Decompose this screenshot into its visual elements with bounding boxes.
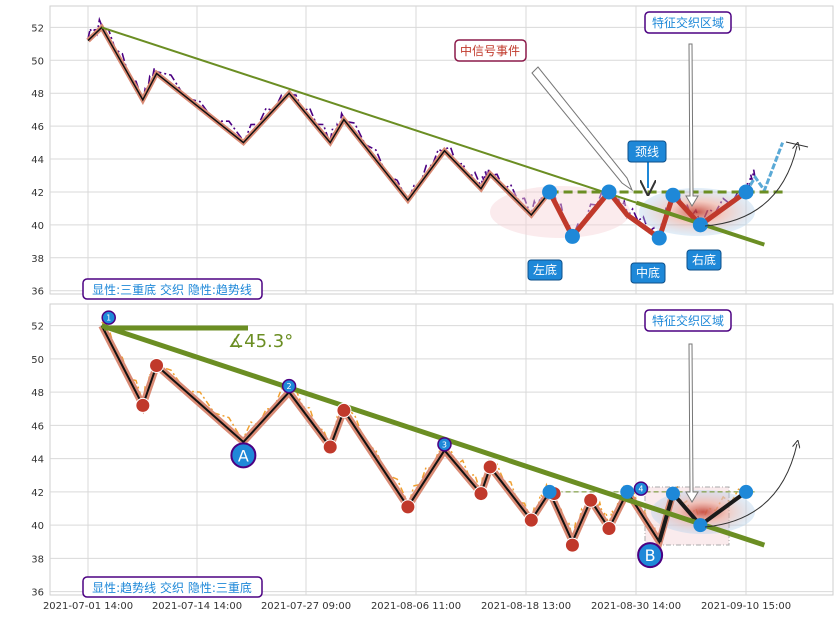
bottom-pivot-dots: 1 2 3 4 A B bbox=[101, 310, 754, 569]
big-marker-A bbox=[230, 442, 257, 469]
neck-label: 颈线 bbox=[635, 145, 659, 159]
bottom-note-dot bbox=[322, 439, 338, 455]
bottom-pivot-dot bbox=[542, 484, 557, 499]
angle-label: ∡45.3° bbox=[228, 331, 293, 352]
top-y-tick: 52 bbox=[31, 23, 44, 34]
signal-arrow bbox=[531, 66, 634, 192]
top-y-tick: 44 bbox=[31, 155, 44, 166]
bottom-note-dot bbox=[473, 486, 489, 502]
x-tick: 2021-07-01 14:00 bbox=[43, 601, 133, 612]
bottom-y-tick: 46 bbox=[31, 421, 44, 432]
bottom-pivot-dot bbox=[665, 486, 680, 501]
bottom-triple-bottom-line bbox=[657, 489, 748, 543]
number-marker-3 bbox=[437, 437, 452, 452]
mid-bottom-label-box bbox=[630, 262, 666, 284]
bottom-pivot-dot bbox=[739, 484, 754, 499]
bottom-zone-arrow bbox=[685, 343, 699, 503]
top-y-tick: 38 bbox=[31, 254, 44, 265]
bottom-note-dot bbox=[523, 512, 539, 528]
bottom-y-tick: 40 bbox=[31, 521, 44, 532]
bottom-caption: 显性:趋势线 交织 隐性:三重底 bbox=[92, 580, 252, 595]
top-pivot-dot bbox=[651, 230, 667, 246]
signal-label-box bbox=[454, 39, 527, 62]
x-tick: 2021-08-18 13:00 bbox=[481, 601, 571, 612]
bottom-trend-line bbox=[100, 323, 766, 548]
bottom-projection-arrow bbox=[704, 444, 797, 528]
x-tick: 2021-08-06 11:00 bbox=[371, 601, 461, 612]
top-tail-line bbox=[744, 142, 785, 194]
top-y-tick-labels: 36 38 40 42 44 46 48 50 52 bbox=[31, 23, 44, 297]
bottom-note-dot bbox=[135, 397, 151, 413]
bottom-y-tick: 48 bbox=[31, 388, 44, 399]
number-marker-4 bbox=[633, 481, 649, 496]
left-bottom-label-box bbox=[527, 259, 563, 281]
right-bottom-label: 右底 bbox=[692, 252, 716, 267]
bottom-y-tick: 52 bbox=[31, 322, 44, 333]
top-caption: 显性:三重底 交织 隐性:趋势线 bbox=[92, 282, 252, 297]
x-tick-labels: 2021-07-01 14:00 2021-07-14 14:00 2021-07-… bbox=[43, 601, 791, 612]
top-trend-line bbox=[101, 26, 637, 204]
bottom-caption-box bbox=[82, 576, 263, 598]
top-y-tick: 50 bbox=[31, 56, 44, 67]
neck-label-box bbox=[627, 140, 667, 163]
number-marker-1 bbox=[101, 310, 116, 325]
big-label-B: B bbox=[645, 546, 656, 565]
top-caption-box bbox=[82, 278, 263, 300]
x-tick: 2021-08-30 14:00 bbox=[591, 601, 681, 612]
top-projection-cap bbox=[785, 141, 809, 148]
x-tick: 2021-09-10 15:00 bbox=[701, 601, 791, 612]
bottom-y-tick: 36 bbox=[31, 588, 44, 599]
bottom-zone-label: 特征交织区域 bbox=[652, 313, 724, 328]
top-pivot-dots bbox=[542, 184, 754, 246]
bottom-y-tick: 42 bbox=[31, 488, 44, 499]
bottom-note-dot bbox=[564, 537, 580, 553]
number-label-4: 4 bbox=[638, 485, 643, 494]
top-pivot-dot bbox=[692, 217, 708, 233]
left-bottom-label: 左底 bbox=[533, 262, 557, 277]
bottom-note-dot bbox=[583, 492, 599, 508]
top-y-tick: 46 bbox=[31, 122, 44, 133]
top-zone-label-box bbox=[644, 11, 732, 34]
top-pivot-dot bbox=[564, 228, 580, 244]
bottom-pivot-dot bbox=[693, 518, 708, 533]
top-pivot-dot bbox=[665, 187, 681, 203]
top-pivot-dot bbox=[738, 184, 754, 200]
top-y-tick: 40 bbox=[31, 221, 44, 232]
signal-label: 中信号事件 bbox=[460, 43, 520, 58]
zone-arrow bbox=[685, 43, 699, 207]
bottom-note-dot bbox=[482, 459, 498, 475]
x-tick: 2021-07-27 09:00 bbox=[261, 601, 351, 612]
number-marker-2 bbox=[281, 378, 297, 394]
number-label-1: 1 bbox=[106, 314, 111, 323]
bottom-y-tick: 50 bbox=[31, 355, 44, 366]
number-label-2: 2 bbox=[287, 382, 292, 391]
right-bottom-label-box bbox=[686, 249, 722, 271]
bottom-note-dot bbox=[601, 520, 617, 536]
bottom-y-tick-labels: 36 38 40 42 44 46 48 50 52 bbox=[31, 322, 44, 599]
mid-bottom-label: 中底 bbox=[636, 265, 660, 280]
top-panel: 36 38 40 42 44 46 48 50 52 中信号事件 特征交织区域 颈线 左底 中底 bbox=[31, 5, 834, 300]
bottom-y-tick: 44 bbox=[31, 455, 44, 466]
x-tick: 2021-07-14 14:00 bbox=[152, 601, 242, 612]
number-label-3: 3 bbox=[442, 440, 447, 449]
bottom-note-dot bbox=[400, 499, 416, 515]
top-y-tick: 48 bbox=[31, 89, 44, 100]
bottom-note-dot bbox=[336, 402, 352, 418]
bottom-pivot-dot bbox=[620, 484, 635, 499]
top-pivot-dot bbox=[542, 184, 558, 200]
top-y-tick: 42 bbox=[31, 188, 44, 199]
top-zone-label: 特征交织区域 bbox=[652, 15, 724, 30]
top-pivot-dot bbox=[601, 184, 617, 200]
top-projection-arrow bbox=[704, 146, 797, 227]
top-y-tick: 36 bbox=[31, 287, 44, 298]
big-label-A: A bbox=[238, 446, 249, 465]
bottom-zone-label-box bbox=[644, 309, 732, 332]
bottom-note-dot bbox=[149, 358, 165, 374]
big-marker-B bbox=[637, 542, 664, 569]
bottom-y-tick: 38 bbox=[31, 554, 44, 565]
